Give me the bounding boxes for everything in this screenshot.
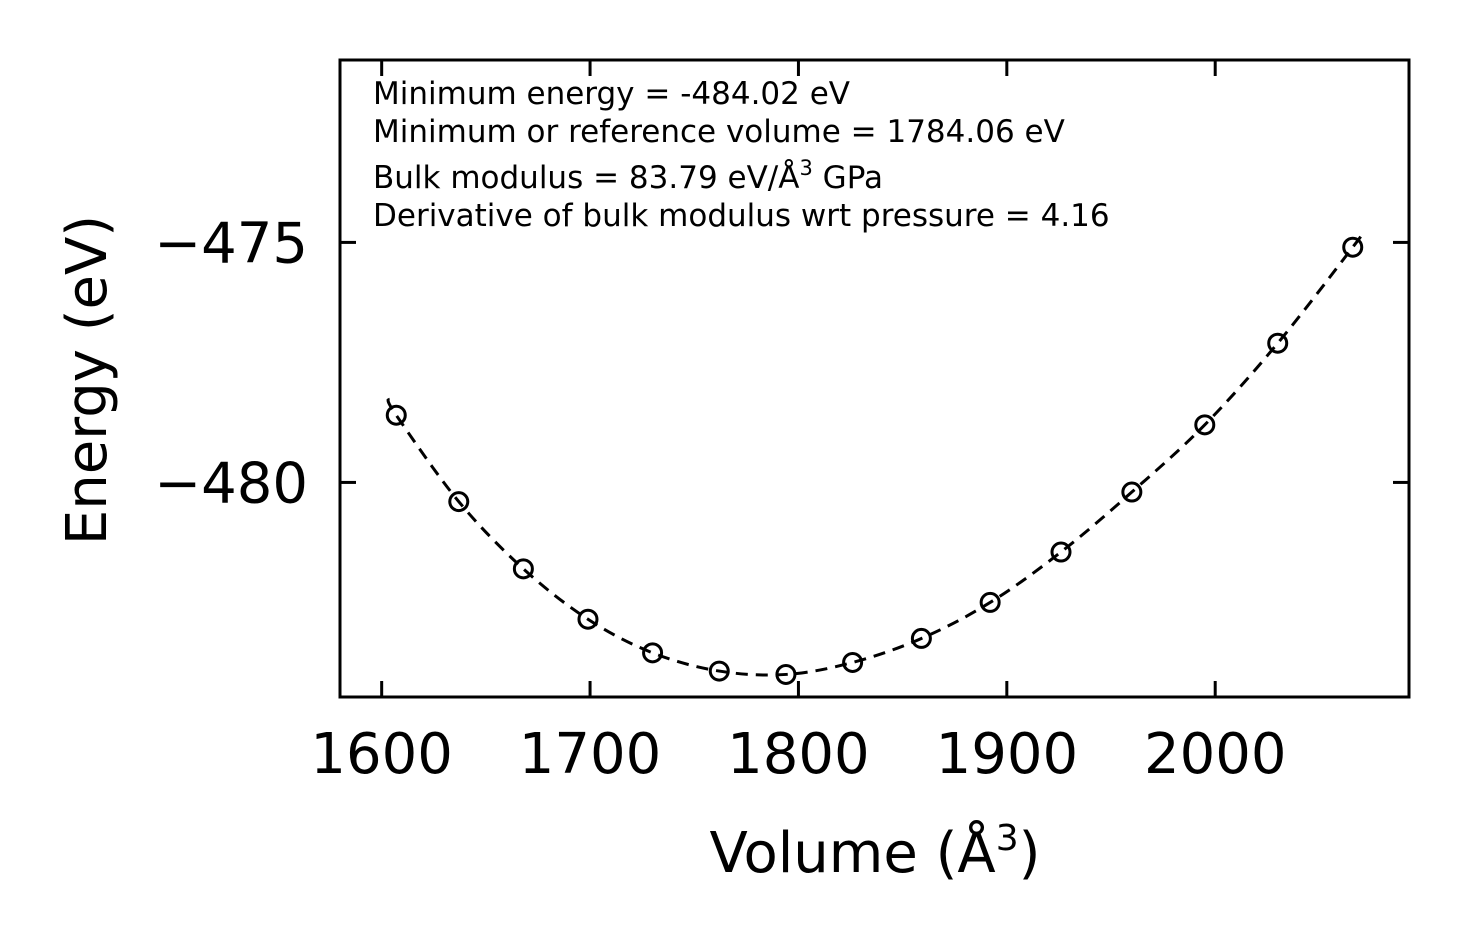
data-point — [910, 627, 932, 649]
data-point — [642, 642, 664, 664]
data-point — [842, 651, 864, 673]
axis-ticks — [340, 60, 1409, 697]
data-point — [1194, 414, 1216, 436]
data-point — [775, 663, 797, 685]
x-tick-label: 1800 — [727, 722, 870, 787]
data-point — [1121, 481, 1143, 503]
y-axis-label: Energy (eV) — [55, 215, 120, 545]
annotation-min-energy: Minimum energy = -484.02 eV — [373, 76, 850, 112]
x-tick-label: 2000 — [1144, 722, 1287, 787]
y-tick-label: −480 — [154, 451, 308, 516]
data-point — [979, 591, 1001, 613]
data-point — [512, 558, 534, 580]
data-point — [448, 491, 470, 513]
annotation-bulk-derivative: Derivative of bulk modulus wrt pressure … — [373, 198, 1110, 234]
x-tick-label: 1700 — [519, 722, 662, 787]
data-point — [1267, 332, 1289, 354]
data-point — [577, 608, 599, 630]
x-tick-label: 1900 — [936, 722, 1079, 787]
annotation-min-volume: Minimum or reference volume = 1784.06 eV — [373, 114, 1065, 150]
data-points — [385, 236, 1364, 685]
x-axis-label: Volume (Å3) — [710, 818, 1041, 886]
y-tick-label: −475 — [154, 211, 308, 276]
annotation-bulk-modulus: Bulk modulus = 83.79 eV/Å3 GPa — [373, 156, 883, 196]
data-point — [1342, 236, 1364, 258]
data-point — [1050, 541, 1072, 563]
fit-curve — [386, 233, 1364, 677]
data-point — [708, 660, 730, 682]
tick-labels: 1600 1700 1800 1900 2000 −475 −480 — [154, 211, 1286, 787]
data-point — [385, 404, 407, 426]
x-tick-label: 1600 — [310, 722, 453, 787]
plot-frame — [338, 58, 1411, 699]
